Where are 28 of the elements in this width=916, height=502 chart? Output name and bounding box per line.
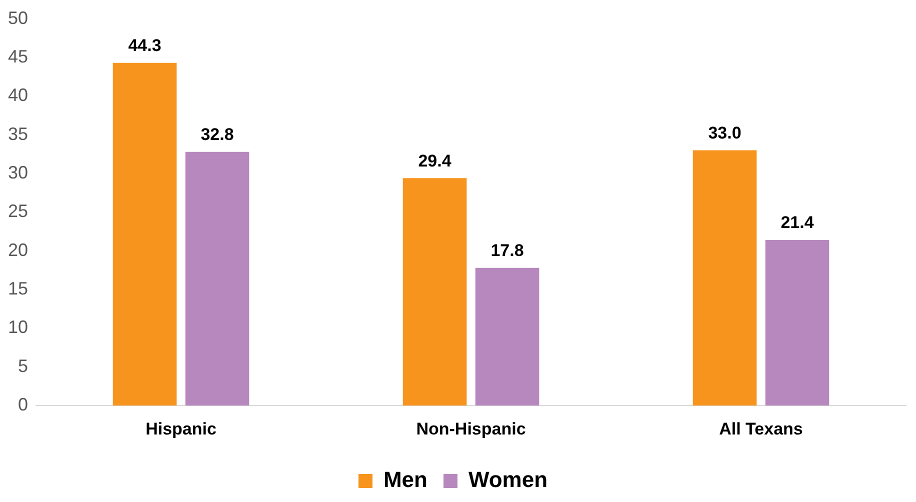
data-label: 17.8	[490, 241, 524, 260]
y-tick-label: 45	[8, 46, 28, 66]
bar	[765, 240, 830, 406]
y-tick-label: 35	[8, 124, 28, 144]
y-tick-label: 5	[18, 356, 28, 376]
bar	[475, 268, 540, 406]
data-label: 44.3	[128, 36, 162, 56]
bar	[112, 62, 177, 406]
x-tick-label: All Texans	[719, 419, 803, 438]
y-tick-label: 25	[8, 201, 28, 222]
data-label: 32.8	[200, 125, 234, 144]
y-tick-label: 0	[18, 394, 28, 415]
bar	[402, 178, 467, 406]
x-tick-label: Non-Hispanic	[416, 419, 526, 438]
data-label: 33.0	[708, 124, 742, 142]
y-tick-label: 30	[8, 162, 28, 182]
y-tick-label: 20	[8, 240, 28, 260]
legend-label: Women	[468, 467, 548, 492]
y-tick-label: 50	[8, 8, 28, 28]
legend-label: Men	[383, 467, 428, 492]
data-label: 21.4	[780, 213, 814, 232]
y-tick-label: 15	[8, 278, 28, 299]
x-tick-label: Hispanic	[146, 419, 216, 438]
y-tick-label: 10	[8, 317, 28, 338]
bar	[692, 150, 757, 406]
y-tick-label: 40	[8, 85, 28, 106]
bar	[185, 152, 250, 406]
data-label: 29.4	[418, 151, 452, 170]
